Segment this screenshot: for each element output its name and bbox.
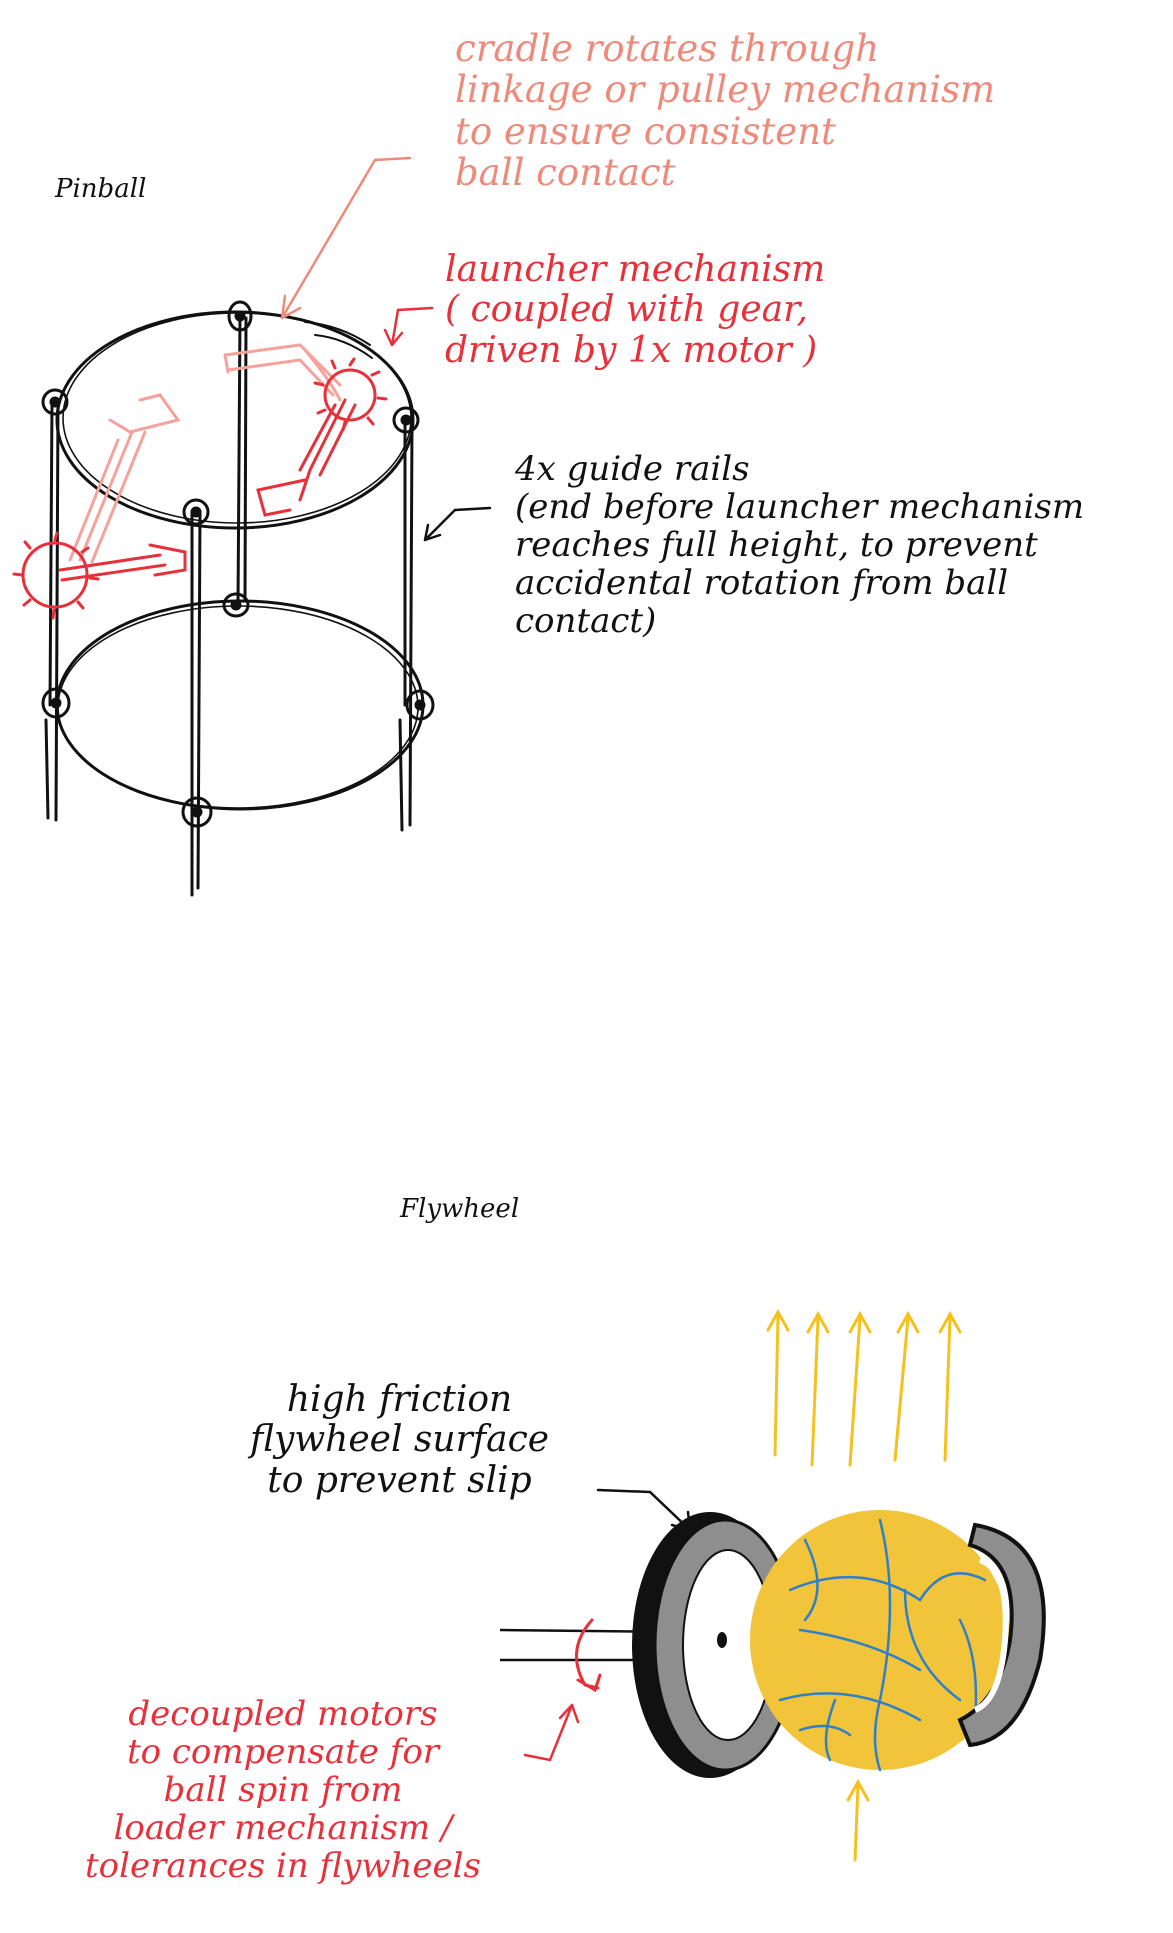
ball [750, 1510, 1010, 1772]
flywheel-title: Flywheel [400, 1194, 520, 1224]
feed-arrow [846, 1778, 870, 1862]
rail-right [398, 420, 414, 832]
cradle-arrow [280, 156, 412, 320]
cradle-arms [68, 343, 342, 564]
rail-front [190, 510, 202, 897]
rail-left [44, 400, 60, 822]
pinball-frame [41, 300, 435, 897]
surface-note: high friction flywheel surface to preven… [250, 1379, 550, 1501]
rail-back [236, 313, 248, 607]
launcher-note: launcher mechanism ( coupled with gear, … [445, 249, 826, 371]
launcher-arrow [383, 306, 434, 347]
rails-arrow [423, 506, 492, 542]
gear-left [21, 541, 89, 609]
launch-direction-arrows [766, 1308, 962, 1862]
cradle-note: cradle rotates through linkage or pulley… [455, 27, 996, 195]
bottom-ring [55, 599, 425, 811]
flywheel-left [632, 1512, 797, 1778]
rails-note: 4x guide rails (end before launcher mech… [515, 449, 1085, 642]
rail-joints [41, 300, 435, 828]
pinball-title: Pinball [55, 174, 147, 204]
gear-right [323, 368, 377, 422]
rotation-arrow [575, 1618, 602, 1693]
surface-arrow [596, 1488, 692, 1532]
flywheel-right [957, 1522, 1046, 1748]
launcher-mechanism [12, 357, 388, 620]
motors-arrow [523, 1703, 580, 1762]
motors-note: decoupled motors to compensate for ball … [85, 1694, 481, 1887]
